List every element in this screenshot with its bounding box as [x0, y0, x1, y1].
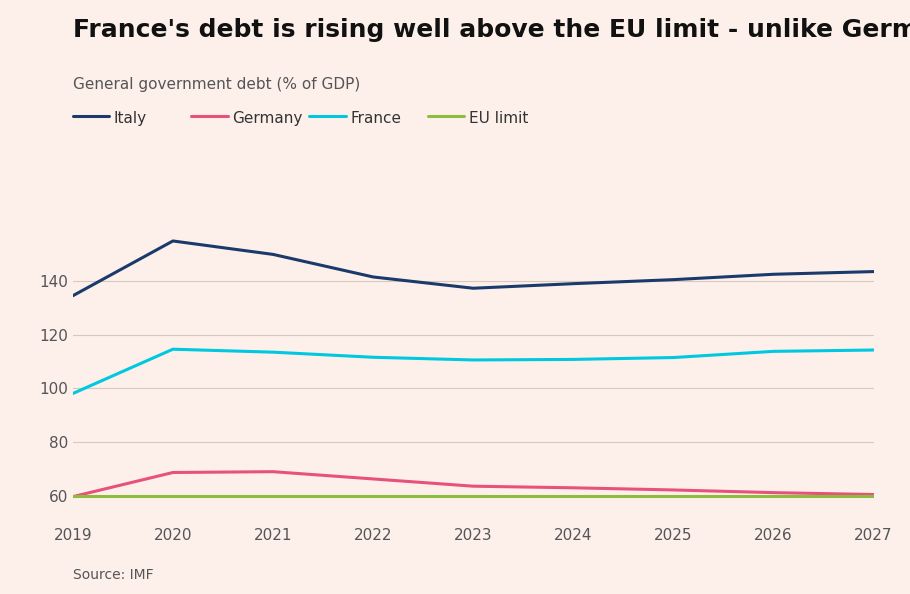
Text: Italy: Italy [114, 111, 147, 127]
Italy [167, 238, 178, 245]
Text: General government debt (% of GDP): General government debt (% of GDP) [73, 77, 360, 92]
Germany [768, 489, 779, 496]
Line: Germany: Germany [73, 472, 874, 497]
Germany [268, 468, 278, 475]
Germany [468, 483, 479, 490]
Text: France: France [350, 111, 401, 127]
Germany [368, 475, 379, 482]
France [568, 356, 579, 363]
France [468, 356, 479, 364]
Germany [67, 493, 78, 500]
Germany [568, 484, 579, 491]
Text: France's debt is rising well above the EU limit - unlike Germany: France's debt is rising well above the E… [73, 18, 910, 42]
EU limit [868, 492, 879, 500]
Italy [268, 251, 278, 258]
EU limit [268, 492, 278, 500]
EU limit [167, 492, 178, 500]
Line: France: France [73, 349, 874, 394]
France [268, 349, 278, 356]
Germany [167, 469, 178, 476]
France [167, 346, 178, 353]
France [368, 353, 379, 361]
France [668, 354, 679, 361]
Italy [768, 271, 779, 278]
Text: EU limit: EU limit [469, 111, 528, 127]
EU limit [468, 492, 479, 500]
Line: Italy: Italy [73, 241, 874, 296]
Italy [67, 292, 78, 299]
France [768, 348, 779, 355]
Text: Germany: Germany [232, 111, 302, 127]
Germany [868, 491, 879, 498]
France [67, 390, 78, 397]
Italy [468, 285, 479, 292]
Italy [568, 280, 579, 287]
Italy [868, 268, 879, 275]
EU limit [368, 492, 379, 500]
Italy [668, 276, 679, 283]
EU limit [568, 492, 579, 500]
France [868, 346, 879, 353]
Text: Source: IMF: Source: IMF [73, 568, 154, 582]
EU limit [768, 492, 779, 500]
EU limit [668, 492, 679, 500]
Italy [368, 273, 379, 280]
Germany [668, 486, 679, 494]
EU limit [67, 492, 78, 500]
